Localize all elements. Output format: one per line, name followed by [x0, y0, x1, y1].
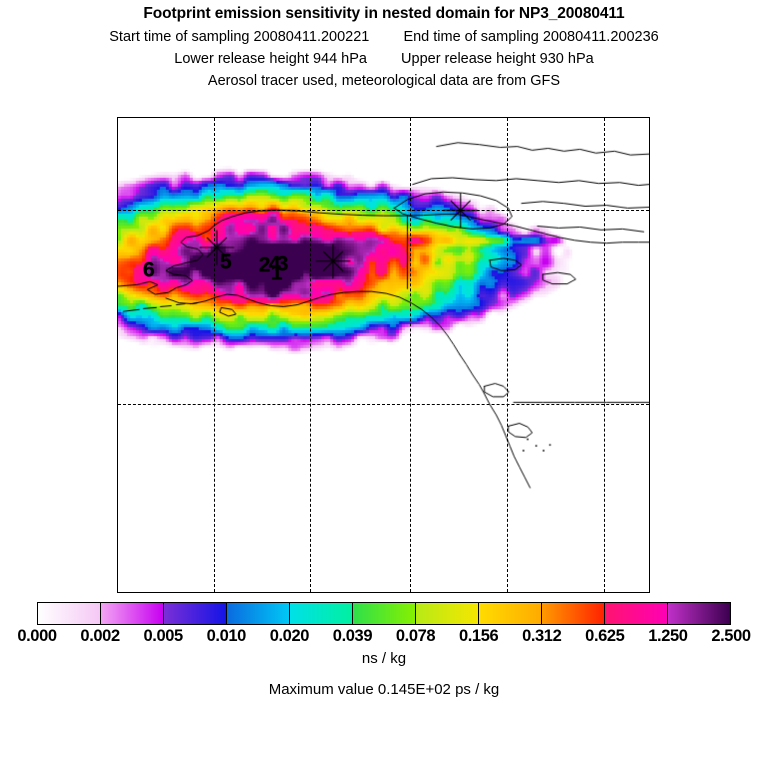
colorbar-unit-label: ns / kg	[361, 650, 407, 667]
colorbar-segment-9	[605, 603, 668, 624]
colorbar-segment-8	[542, 603, 605, 624]
colorbar-tick-0: 0.000	[17, 627, 57, 645]
gridline-horizontal-0	[118, 210, 649, 212]
gridline-horizontal-1	[118, 403, 649, 405]
sampling-time-line: Start time of sampling 20080411.200221 E…	[0, 29, 768, 45]
colorbar-tick-10: 1.250	[648, 627, 688, 645]
release-height-line: Lower release height 944 hPa Upper relea…	[0, 51, 768, 67]
colorbar-tick-6: 0.078	[395, 627, 436, 645]
colorbar-tick-labels: 0.000 0.002 0.005 0.010 0.020 0.039 0.078 0.156…	[0, 627, 768, 647]
footprint-heatmap-canvas	[118, 118, 649, 592]
colorbar-segment-5	[353, 603, 416, 624]
upper-release-height-label: Upper release height 930 hPa	[401, 51, 594, 67]
maximum-value-label: Maximum value 0.145E+02 ps / kg	[268, 681, 500, 698]
trajectory-label-1: 1	[270, 261, 283, 285]
colorbar-tick-5: 0.039	[332, 627, 373, 645]
page-title: Footprint emission sensitivity in nested…	[143, 5, 625, 22]
colorbar-segment-10	[668, 603, 730, 624]
colorbar-segment-7	[479, 603, 542, 624]
colorbar-tick-1: 0.002	[80, 627, 120, 645]
gridline-vertical-0	[213, 118, 215, 592]
header-block: Footprint emission sensitivity in nested…	[0, 0, 768, 89]
colorbar-segment-4	[290, 603, 353, 624]
tracer-info-label: Aerosol tracer used, meteorological data…	[207, 73, 561, 89]
colorbar-tick-7: 0.156	[458, 627, 499, 645]
trajectory-label-4: 4	[268, 252, 281, 276]
colorbar-segment-0	[38, 603, 101, 624]
trajectory-label-5: 5	[219, 250, 232, 274]
colorbar	[37, 602, 731, 625]
trajectory-label-6: 6	[142, 258, 155, 282]
trajectory-label-2: 2	[258, 253, 271, 277]
gridline-vertical-4	[604, 118, 606, 592]
gridline-vertical-3	[507, 118, 509, 592]
colorbar-tick-4: 0.020	[269, 627, 310, 645]
colorbar-segment-6	[416, 603, 479, 624]
colorbar-container	[37, 602, 731, 625]
colorbar-tick-2: 0.005	[143, 627, 184, 645]
gridline-vertical-2	[410, 118, 412, 592]
gridline-vertical-1	[310, 118, 312, 592]
trajectory-label-3: 3	[276, 252, 289, 276]
colorbar-segment-2	[164, 603, 227, 624]
colorbar-tick-3: 0.010	[206, 627, 247, 645]
colorbar-segment-3	[227, 603, 290, 624]
lower-release-height-label: Lower release height 944 hPa	[174, 51, 367, 67]
start-time-label: Start time of sampling 20080411.200221	[109, 29, 370, 45]
colorbar-tick-9: 0.625	[585, 627, 625, 645]
colorbar-tick-11: 2.500	[711, 627, 751, 645]
colorbar-tick-8: 0.312	[522, 627, 562, 645]
end-time-label: End time of sampling 20080411.200236	[403, 29, 659, 45]
colorbar-segment-1	[101, 603, 164, 624]
